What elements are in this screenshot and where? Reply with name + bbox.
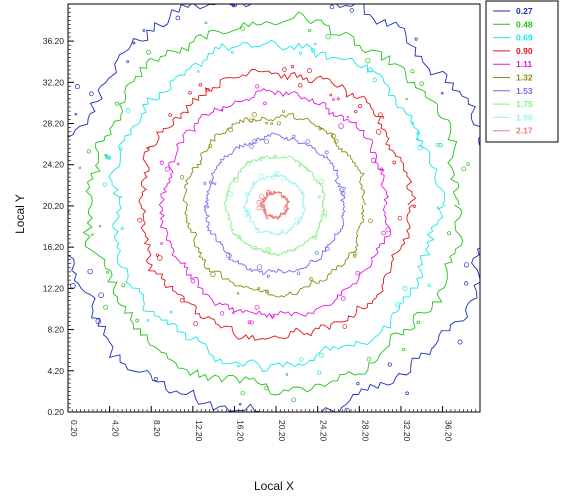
- contour-level-1.53: [203, 132, 346, 276]
- x-axis-label: Local X: [254, 479, 294, 493]
- x-tick-label: 16.20: [236, 420, 246, 442]
- contour-lines: [68, 4, 480, 412]
- y-tick-label: 16.20: [43, 242, 65, 252]
- legend-label-0.90: 0.90: [516, 46, 533, 56]
- contour-level-2.17: [258, 189, 291, 221]
- contour-noise-0.90: [137, 65, 417, 329]
- contour-noise-1.75: [227, 154, 328, 254]
- legend-label-1.32: 1.32: [516, 73, 533, 83]
- legend-label-0.48: 0.48: [516, 19, 533, 29]
- y-axis-ticks: 0.20 4.20 8.20 12.20 16.20 20.20 24.20 28.20 32.…: [43, 3, 74, 417]
- x-tick-label: 0.20: [69, 420, 79, 437]
- legend-label-1.96: 1.96: [516, 112, 533, 122]
- y-tick-label: 20.20: [43, 201, 65, 211]
- legend-label-0.27: 0.27: [516, 6, 533, 16]
- y-tick-label: 8.20: [47, 325, 64, 335]
- y-tick-label: 36.20: [43, 36, 65, 46]
- contour-level-1.96: [241, 173, 306, 236]
- contour-noise-0.27: [68, 4, 469, 412]
- contour-level-0.69: [108, 39, 447, 373]
- y-tick-label: 32.20: [43, 77, 65, 87]
- x-tick-label: 28.20: [360, 420, 370, 442]
- contour-level-1.11: [158, 88, 392, 320]
- y-tick-label: 4.20: [47, 366, 64, 376]
- legend-label-1.75: 1.75: [516, 99, 533, 109]
- contour-level-1.75: [223, 155, 327, 257]
- contour-noise-2.17: [256, 190, 288, 220]
- y-tick-label: 0.20: [47, 407, 64, 417]
- contour-level-0.48: [82, 11, 464, 396]
- legend-label-1.11: 1.11: [516, 59, 532, 69]
- x-tick-label: 20.20: [277, 420, 287, 442]
- x-tick-label: 36.20: [444, 420, 454, 442]
- contour-level-0.90: [138, 68, 417, 341]
- contour-level-1.32: [182, 113, 367, 298]
- y-tick-label: 28.20: [43, 119, 65, 129]
- y-tick-label: 24.20: [43, 160, 65, 170]
- contour-noise-1.96: [244, 170, 303, 233]
- contour-noise-1.11: [159, 84, 391, 325]
- y-tick-label: 12.20: [43, 283, 65, 293]
- x-tick-label: 12.20: [194, 420, 204, 442]
- x-tick-label: 8.20: [152, 420, 162, 437]
- x-tick-label: 24.20: [319, 420, 329, 442]
- legend-label-1.53: 1.53: [516, 86, 533, 96]
- plot-frame: [67, 3, 481, 413]
- contour-level-0.27: [68, 4, 480, 412]
- contour-noise-1.32: [179, 109, 373, 295]
- x-tick-label: 4.20: [111, 420, 121, 437]
- contour-noise-0.69: [102, 42, 440, 375]
- legend-label-2.17: 2.17: [516, 126, 533, 136]
- contour-noise-0.48: [78, 21, 470, 403]
- y-axis-label: Local Y: [13, 194, 27, 234]
- x-tick-label: 32.20: [402, 420, 412, 442]
- contour-noise-1.53: [203, 134, 346, 278]
- legend: 0.27 0.48 0.69 0.90 1.11 1.32 1.53 1.75 1.96 2.17: [485, 0, 559, 143]
- legend-label-0.69: 0.69: [516, 33, 533, 43]
- x-axis-ticks: 0.20 4.20 8.20 12.20 16.20 20.20 24.20 28.20 32.…: [67, 406, 481, 442]
